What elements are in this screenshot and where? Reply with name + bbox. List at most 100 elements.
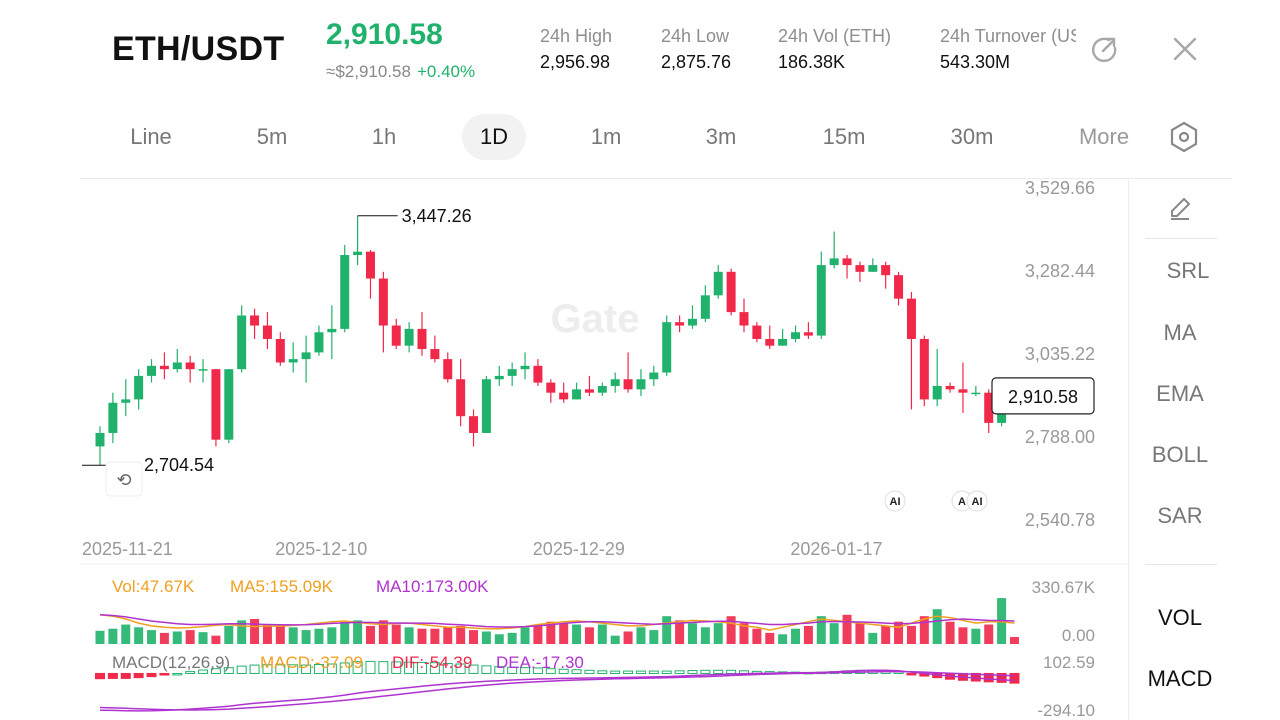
volume-bar: [340, 621, 350, 644]
volume-bar: [469, 630, 479, 644]
candle-body: [584, 389, 594, 393]
macd-histogram-bar: [429, 662, 440, 674]
tab-5m[interactable]: 5m: [256, 124, 288, 149]
volume-bar: [610, 635, 620, 644]
macd-histogram-bar: [107, 672, 118, 679]
kline-chart[interactable]: Gate 3,529.66 3,282.44 3,035.22 2,788.00 2,54…: [0, 0, 1128, 720]
candle-body: [855, 265, 865, 272]
macd-histogram-bar: [468, 664, 479, 674]
tab-1d[interactable]: 1D: [462, 114, 526, 160]
volume-bar: [687, 623, 697, 644]
macd-histogram-bar: [288, 664, 299, 674]
macd-histogram-bar: [507, 666, 518, 674]
converted-price-row: ≈$2,910.58 +0.40%: [326, 62, 475, 82]
candle-body: [687, 318, 697, 326]
candle-body: [95, 432, 105, 447]
tab-1h[interactable]: 1h: [371, 124, 397, 149]
macd-histogram-bar: [623, 670, 634, 674]
volume-bar: [984, 624, 994, 644]
macd-histogram-bar: [983, 672, 994, 683]
volume-ma10-line: [99, 614, 1015, 628]
candle-body: [211, 369, 221, 440]
tab-line[interactable]: Line: [130, 124, 172, 149]
candle-body: [430, 349, 440, 360]
volume-bar: [572, 624, 582, 644]
macd-histogram-bar: [146, 672, 157, 678]
candle-body: [713, 271, 723, 296]
candle-body: [610, 379, 620, 386]
ai-marker-label: AI: [972, 496, 983, 508]
overlay-srl[interactable]: SRL: [1166, 258, 1210, 283]
candle-body: [662, 322, 672, 373]
tab-15m[interactable]: 15m: [822, 124, 866, 149]
volume-bar: [494, 634, 504, 644]
candle-body: [919, 338, 929, 400]
overlay-ema[interactable]: EMA: [1156, 381, 1204, 406]
candle-body: [481, 379, 491, 433]
volume-bar: [971, 628, 981, 644]
macd-histogram-bar: [674, 670, 685, 674]
macd-dea-line: [99, 670, 1015, 711]
volume-bar: [224, 625, 234, 644]
macd-histogram-bar: [417, 661, 427, 674]
share-icon[interactable]: [1089, 34, 1119, 64]
macd-legend: MACD:-37.09: [260, 653, 363, 672]
volume-bar: [1009, 637, 1019, 644]
macd-histogram-bar: [275, 664, 286, 674]
tab-more[interactable]: More: [1078, 124, 1130, 149]
overlay-ma[interactable]: MA: [1163, 320, 1197, 345]
subchart-macd[interactable]: MACD: [1147, 666, 1213, 691]
volume-bar: [726, 616, 736, 644]
macd-histogram-bar: [726, 669, 737, 674]
current-price-tag: [991, 377, 1095, 415]
volume-bar: [327, 627, 337, 644]
candle-body: [971, 392, 981, 395]
candle-body: [507, 369, 517, 376]
stat-label: 24h Vol (ETH): [778, 26, 892, 46]
candle-body: [894, 275, 904, 299]
volume-bar: [262, 624, 272, 644]
candle-body: [932, 385, 942, 400]
candle-body: [314, 332, 324, 353]
volume-bar: [803, 625, 813, 644]
candle-body: [700, 295, 710, 319]
candle-body: [842, 258, 852, 266]
macd-histogram-bar: [571, 669, 582, 674]
candle-body: [520, 365, 530, 370]
candle-body: [198, 369, 208, 371]
overlay-boll[interactable]: BOLL: [1151, 442, 1209, 467]
volume-ma5-line: [99, 614, 1015, 631]
macd-histogram-bar: [262, 664, 273, 674]
volume-bar: [520, 627, 530, 644]
macd-histogram-bar: [545, 668, 556, 674]
volume-bar: [417, 628, 427, 644]
volume-bar: [945, 621, 955, 644]
close-icon[interactable]: [1170, 34, 1200, 64]
volume-bar: [649, 630, 659, 644]
stat-label: 24h Turnover (USDT): [940, 26, 1076, 46]
ma5-legend: MA5:155.09K: [230, 577, 334, 596]
macd-histogram-bar: [301, 664, 312, 674]
macd-histogram-bar: [610, 670, 621, 674]
ai-marker-label: AI: [890, 496, 901, 508]
overlay-sar[interactable]: SAR: [1157, 503, 1203, 528]
tab-30m[interactable]: 30m: [950, 124, 994, 149]
candle-body: [469, 416, 479, 433]
volume-bar: [301, 630, 311, 644]
tab-1m[interactable]: 1m: [590, 124, 622, 149]
macd-histogram-bar: [210, 668, 221, 674]
pencil-icon[interactable]: [1164, 192, 1196, 224]
date-axis-tick: 2025-12-29: [533, 539, 625, 559]
stat-value: 186.38K: [778, 52, 846, 72]
volume-bar: [546, 621, 556, 644]
tab-3m[interactable]: 3m: [705, 124, 737, 149]
volume-bar: [765, 632, 775, 644]
stat-value: 2,875.76: [661, 52, 732, 72]
candle-body: [778, 338, 788, 346]
subchart-vol[interactable]: VOL: [1157, 605, 1203, 630]
macd-histogram-bar: [120, 672, 131, 679]
hexagon-settings-icon[interactable]: [1168, 120, 1200, 154]
vol-legend: Vol:47.67K: [112, 577, 195, 596]
macd-histogram-bar: [584, 669, 595, 674]
candle-body: [237, 315, 247, 370]
